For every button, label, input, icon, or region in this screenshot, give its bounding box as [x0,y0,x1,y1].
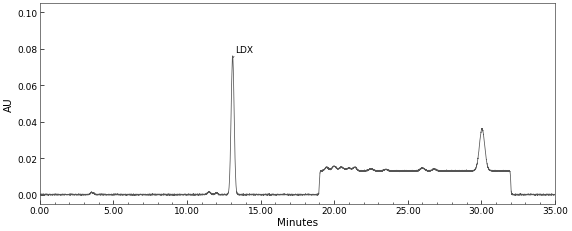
Y-axis label: AU: AU [4,97,14,111]
X-axis label: Minutes: Minutes [277,217,318,227]
Text: LDX: LDX [236,46,253,55]
